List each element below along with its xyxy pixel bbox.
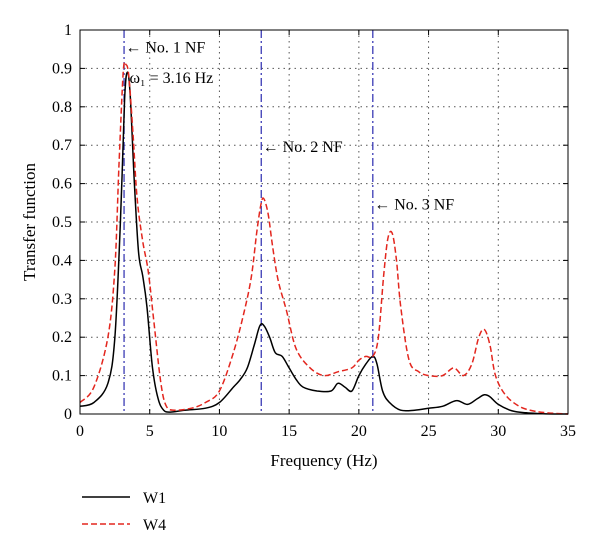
annotation-1: ← No. 1 NF xyxy=(125,39,205,56)
plot-frame xyxy=(79,29,569,415)
x-tick-label-2: 10 xyxy=(211,423,227,440)
y-axis-title: Transfer function xyxy=(20,163,39,281)
y-tick-label-4: 0.4 xyxy=(52,252,72,269)
x-tick-label-1: 5 xyxy=(146,423,154,440)
y-tick-label-8: 0.8 xyxy=(52,99,72,116)
tick-layer: 0 5 10 15 20 25 30 35 0 0.1 0.2 0.3 0.4 0.5 0.6 0.7 0.8 0… xyxy=(52,22,576,440)
y-tick-label-5: 0.5 xyxy=(52,214,72,231)
x-axis-title: Frequency (Hz) xyxy=(270,451,377,470)
series-layer xyxy=(79,61,569,415)
natural-frequency-lines xyxy=(123,30,374,414)
x-tick-label-0: 0 xyxy=(76,423,84,440)
x-tick-label-4: 20 xyxy=(351,423,367,440)
legend-label-w4: W4 xyxy=(143,517,166,534)
annotation-3: ← No. 2 NF xyxy=(263,139,343,156)
x-tick-label-3: 15 xyxy=(281,423,297,440)
y-tick-label-2: 0.2 xyxy=(52,329,72,346)
y-tick-label-1: 0.1 xyxy=(52,368,72,385)
x-tick-label-6: 30 xyxy=(490,423,506,440)
y-tick-label-6: 0.6 xyxy=(52,176,72,193)
y-tick-label-10: 1 xyxy=(64,22,72,39)
x-tick-label-7: 35 xyxy=(560,423,576,440)
annotation-4: ← No. 3 NF xyxy=(374,197,454,214)
series-line-w4 xyxy=(79,61,569,415)
y-tick-label-7: 0.7 xyxy=(52,137,72,154)
y-tick-label-9: 0.9 xyxy=(52,60,72,77)
grid-layer xyxy=(80,30,568,414)
legend-label-w1: W1 xyxy=(143,490,166,507)
x-tick-label-5: 25 xyxy=(421,423,437,440)
annotation-layer: ← No. 1 NF ω₁ = 3.16 Hz ← No. 2 NF ← No. 3 … xyxy=(125,39,454,213)
legend: W1 W4 xyxy=(82,490,166,534)
series-line-w1 xyxy=(79,71,569,415)
y-tick-label-0: 0 xyxy=(64,406,72,423)
annotation-2: ω₁ = 3.16 Hz xyxy=(129,70,213,87)
y-tick-label-3: 0.3 xyxy=(52,291,72,308)
